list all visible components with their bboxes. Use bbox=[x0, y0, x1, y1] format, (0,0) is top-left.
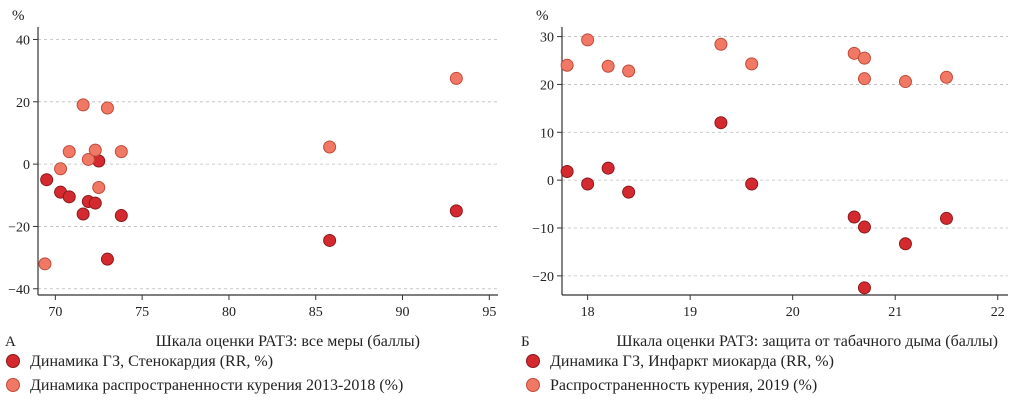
panel-a-dark-point bbox=[323, 233, 337, 247]
panel-a-x-tick-label: 90 bbox=[396, 305, 410, 320]
panel-b-dark-point bbox=[560, 165, 574, 179]
panel-b-y-tick-label: 0 bbox=[547, 174, 554, 189]
panel-a-light-point bbox=[92, 180, 106, 194]
panel-b-light-point bbox=[745, 57, 759, 71]
panel-b-x-tick-label: 22 bbox=[991, 305, 1005, 320]
panel-a-light-point bbox=[114, 145, 128, 159]
panel-b-dark-point bbox=[714, 116, 728, 130]
panel-b-light-point bbox=[939, 70, 953, 84]
panel-b-x-tick-label: 19 bbox=[683, 305, 697, 320]
panel-b-dark-point bbox=[939, 211, 953, 225]
panel-a-y-tick-label: 20 bbox=[16, 96, 30, 111]
legend-b-light-label: Распространенность курения, 2019 (%) bbox=[550, 377, 817, 394]
panel-b-light-point bbox=[560, 58, 574, 72]
legend-a-dark-label: Динамика ГЗ, Стенокардия (RR, %) bbox=[30, 353, 273, 370]
panel-b-y-tick-label: −10 bbox=[532, 222, 554, 237]
panel-b-x-axis-label: Шкала оценки РАТЗ: защита от табачного д… bbox=[616, 333, 998, 350]
panel-a-y-tick-label: 0 bbox=[23, 158, 30, 173]
panel-b-x-tick-label: 18 bbox=[581, 305, 595, 320]
panel-a-dark-point bbox=[76, 207, 90, 221]
panel-a-label: А bbox=[5, 334, 16, 350]
panel-a-light-point bbox=[323, 140, 337, 154]
panel-b-y-unit: % bbox=[536, 8, 549, 24]
panel-b-dark-point bbox=[622, 185, 636, 199]
panel-a-dark-point bbox=[88, 196, 102, 210]
panel-a-x-tick-label: 95 bbox=[482, 305, 496, 320]
panel-b-label: Б bbox=[521, 334, 530, 350]
panel-b-dark-point bbox=[898, 237, 912, 251]
legend-b-light-marker bbox=[526, 378, 540, 392]
legend-a-dark-marker bbox=[6, 354, 20, 368]
panel-b-light-point bbox=[898, 75, 912, 89]
panel-b-light-point bbox=[857, 72, 871, 86]
panel-b-dark-point bbox=[745, 177, 759, 191]
panel-b-y-tick-label: 30 bbox=[540, 31, 554, 46]
panel-b-dark-point bbox=[581, 177, 595, 191]
panel-a-x-axis-label: Шкала оценки РАТЗ: все меры (баллы) bbox=[156, 333, 420, 350]
panel-a-light-point bbox=[449, 71, 463, 85]
panel-a-plot: −40 −20 0 20 40 70 75 80 85 90 95 bbox=[8, 27, 498, 320]
panel-a-dark-point bbox=[62, 190, 76, 204]
panel-a-light-point bbox=[38, 257, 52, 271]
panel-a-light-point bbox=[100, 101, 114, 115]
panel-a-y-tick-label: −20 bbox=[8, 220, 30, 235]
panel-a-y-tick-label: −40 bbox=[8, 283, 30, 298]
legend-a-light-marker bbox=[6, 378, 20, 392]
panel-a-dark-point bbox=[114, 209, 128, 223]
legend-b-dark-marker bbox=[526, 354, 540, 368]
panel-b-light-point bbox=[581, 33, 595, 47]
panel-a-x-tick-label: 85 bbox=[309, 305, 323, 320]
panel-a-dark-point bbox=[449, 204, 463, 218]
panel-b-light-point bbox=[622, 64, 636, 78]
panel-a-light-point bbox=[88, 143, 102, 157]
panel-a-dark-point bbox=[40, 173, 54, 187]
panel-b-y-tick-label: 20 bbox=[540, 78, 554, 93]
panel-b-light-point bbox=[601, 59, 615, 73]
panel-a-dark-point bbox=[100, 252, 114, 266]
panel-a-light-point bbox=[62, 145, 76, 159]
panel-a-x-tick-label: 70 bbox=[48, 305, 62, 320]
panel-b-plot: −20 −10 0 10 20 30 18 19 20 21 22 bbox=[532, 27, 1008, 320]
panel-b-light-point bbox=[714, 37, 728, 51]
panel-a-y-unit: % bbox=[12, 8, 25, 24]
panel-a-light-point bbox=[81, 152, 95, 166]
panel-b-light-point bbox=[857, 51, 871, 65]
legend-a-light-label: Динамика распространенности курения 2013… bbox=[30, 377, 403, 394]
panel-b-y-tick-label: −20 bbox=[532, 270, 554, 285]
panel-b-dark-point bbox=[601, 161, 615, 175]
panel-b-x-tick-label: 20 bbox=[786, 305, 800, 320]
legend-b-dark-label: Динамика ГЗ, Инфаркт миокарда (RR, %) bbox=[550, 353, 834, 370]
panel-a-y-tick-label: 40 bbox=[16, 33, 30, 48]
panel-a-x-tick-label: 80 bbox=[222, 305, 236, 320]
panel-a-light-point bbox=[76, 98, 90, 112]
panel-b-y-tick-label: 10 bbox=[540, 126, 554, 141]
panel-a-x-tick-label: 75 bbox=[135, 305, 149, 320]
panel-b-dark-point bbox=[857, 220, 871, 234]
panel-a-light-point bbox=[54, 162, 68, 176]
panel-b-x-tick-label: 21 bbox=[888, 305, 902, 320]
panel-b-dark-point bbox=[857, 281, 871, 295]
panel-b-dark-point bbox=[847, 210, 861, 224]
